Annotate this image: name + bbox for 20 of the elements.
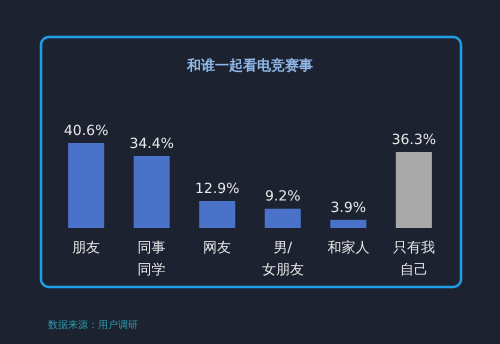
x-tick-label: 网友 [203, 240, 232, 256]
data-label: 9.2% [264, 188, 301, 205]
bar [134, 156, 170, 228]
data-label: 40.6% [64, 123, 108, 139]
bar [199, 200, 236, 228]
x-tick-label: 朋友 [72, 240, 100, 256]
bar [330, 220, 366, 228]
x-tick-label: 同事同学 [138, 240, 166, 278]
bar [396, 152, 432, 228]
source-note: 数据来源：用户调研 [48, 319, 138, 331]
data-label: 3.9% [330, 200, 366, 216]
x-tick-label: 只有我自己 [392, 240, 435, 278]
bar [264, 208, 301, 228]
bar [68, 143, 104, 228]
data-label: 36.3% [392, 132, 436, 148]
x-tick-label: 和家人 [327, 240, 370, 256]
data-label: 34.4% [129, 136, 174, 152]
chart-title: 和谁一起看电竞赛事 [186, 57, 313, 74]
data-label: 12.9% [194, 180, 240, 197]
x-tick-label: 男/ 女朋友 [262, 240, 304, 278]
